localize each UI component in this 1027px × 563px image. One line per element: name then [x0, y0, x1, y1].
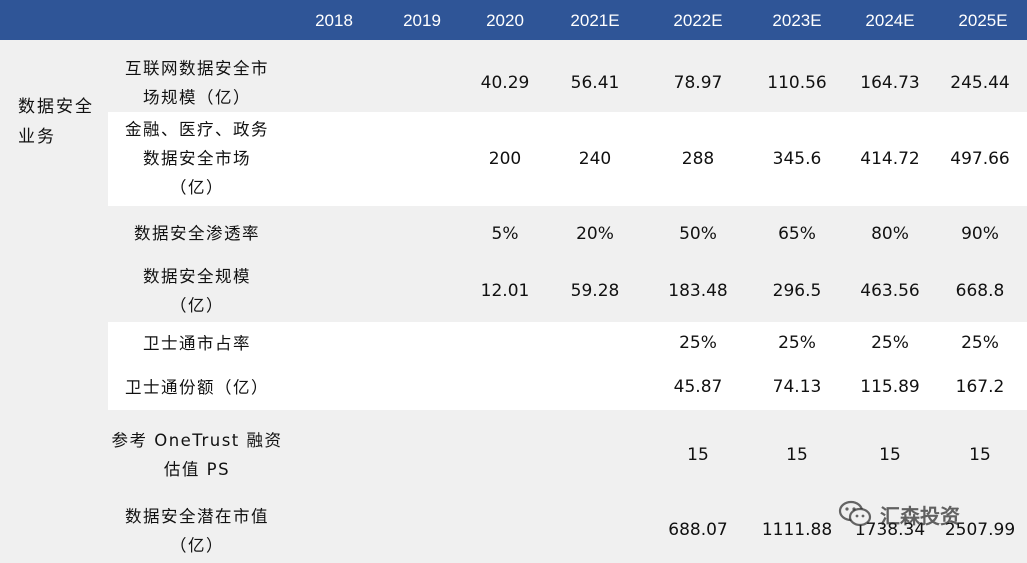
year-header-2022e: 2022E — [673, 11, 723, 30]
table-cell: 200 — [488, 149, 522, 169]
table-cell: 25% — [871, 333, 909, 353]
table-cell: 80% — [871, 224, 909, 244]
row-label-potential-value: 数据安全潜在市值 （亿） — [108, 502, 286, 560]
table-cell: 414.72 — [860, 149, 920, 169]
table-cell: 240 — [578, 149, 612, 169]
table-cell: 296.5 — [772, 281, 822, 301]
row-label-share-amount: 卫士通份额（亿） — [108, 373, 286, 402]
table-cell: 497.66 — [950, 149, 1010, 169]
row-band-2 — [108, 112, 1027, 206]
table-cell: 59.28 — [570, 281, 620, 301]
label-line: 参考 OneTrust 融资 — [111, 431, 283, 450]
table-header: 2018 2019 2020 2021E 2022E 2023E 2024E 2… — [0, 0, 1027, 40]
label-line: 卫士通市占率 — [143, 334, 251, 353]
year-header-2020: 2020 — [486, 11, 524, 30]
table-cell: 2507.99 — [944, 520, 1016, 540]
label-line: 场规模（亿） — [143, 88, 251, 107]
table-cell: 688.07 — [668, 520, 728, 540]
label-line: 金融、医疗、政务 — [125, 120, 269, 139]
table-cell: 110.56 — [767, 73, 827, 93]
year-header-2025e: 2025E — [958, 11, 1008, 30]
table-cell: 668.8 — [955, 281, 1005, 301]
label-line: 估值 PS — [163, 460, 231, 479]
table-cell: 15 — [879, 445, 901, 465]
year-header-2023e: 2023E — [772, 11, 822, 30]
table-cell: 78.97 — [673, 73, 723, 93]
label-line: 数据安全潜在市值 — [125, 507, 269, 526]
year-header-2024e: 2024E — [865, 11, 915, 30]
row-band-3 — [108, 206, 1027, 322]
row-label-penetration: 数据安全渗透率 — [108, 219, 286, 248]
table-cell: 40.29 — [480, 73, 530, 93]
label-line: 数据安全渗透率 — [134, 224, 260, 243]
table-cell: 115.89 — [860, 377, 920, 397]
table-cell: 1111.88 — [761, 520, 833, 540]
year-header-2018: 2018 — [315, 11, 353, 30]
year-header-2019: 2019 — [403, 11, 441, 30]
table-cell: 245.44 — [950, 73, 1010, 93]
table-cell: 25% — [679, 333, 717, 353]
table-cell: 288 — [681, 149, 715, 169]
category-label: 数据安全业务 — [18, 97, 94, 147]
label-line: （亿） — [170, 296, 224, 315]
table-cell: 56.41 — [570, 73, 620, 93]
table-cell: 345.6 — [772, 149, 822, 169]
table-cell: 25% — [778, 333, 816, 353]
table-cell: 90% — [961, 224, 999, 244]
table-cell: 50% — [679, 224, 717, 244]
table-cell: 15 — [969, 445, 991, 465]
table-cell: 15 — [786, 445, 808, 465]
label-line: （亿） — [170, 178, 224, 197]
watermark-text: 汇森投资 — [880, 503, 960, 528]
row-band-4 — [108, 322, 1027, 410]
table-cell: 65% — [778, 224, 816, 244]
label-line: （亿） — [170, 536, 224, 555]
table-cell: 183.48 — [668, 281, 728, 301]
row-label-data-security-scale: 数据安全规模 （亿） — [108, 262, 286, 320]
row-label-market-share: 卫士通市占率 — [108, 329, 286, 358]
label-line: 数据安全市场 — [143, 149, 251, 168]
table-cell: 1738.34 — [854, 520, 926, 540]
table-cell: 74.13 — [772, 377, 822, 397]
year-header-2021e: 2021E — [570, 11, 620, 30]
label-line: 数据安全规模 — [143, 267, 251, 286]
table-cell: 25% — [961, 333, 999, 353]
table-cell: 5% — [491, 224, 519, 244]
row-label-internet-market: 互联网数据安全市 场规模（亿） — [108, 54, 286, 112]
table-cell: 20% — [576, 224, 614, 244]
label-line: 卫士通份额（亿） — [125, 378, 269, 397]
row-band-5 — [108, 410, 1027, 563]
row-band-1 — [108, 40, 1027, 112]
watermark: 汇森投资 — [838, 494, 960, 534]
row-label-onetrust-ps: 参考 OneTrust 融资 估值 PS — [108, 426, 286, 484]
table-cell: 45.87 — [673, 377, 723, 397]
table-cell: 463.56 — [860, 281, 920, 301]
table-cell: 12.01 — [480, 281, 530, 301]
category-column: 数据安全业务 — [0, 40, 108, 563]
table-cell: 15 — [687, 445, 709, 465]
wechat-icon — [838, 500, 872, 527]
table-cell: 167.2 — [955, 377, 1005, 397]
row-label-finance-market: 金融、医疗、政务 数据安全市场 （亿） — [108, 115, 286, 202]
table-cell: 164.73 — [860, 73, 920, 93]
label-line: 互联网数据安全市 — [125, 59, 269, 78]
